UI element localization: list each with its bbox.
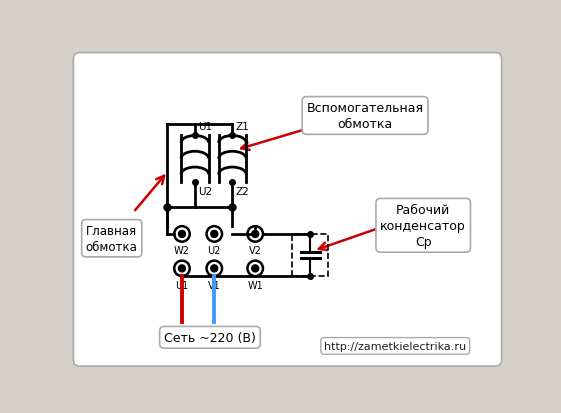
Circle shape [252, 265, 259, 272]
Circle shape [252, 231, 259, 238]
Text: Сеть ~220 (В): Сеть ~220 (В) [164, 331, 256, 344]
Text: W1: W1 [247, 280, 263, 290]
Circle shape [211, 265, 218, 272]
Text: W2: W2 [174, 245, 190, 256]
Circle shape [178, 231, 186, 238]
Circle shape [211, 231, 218, 238]
Text: U2: U2 [199, 186, 213, 196]
Text: Z1: Z1 [236, 122, 250, 132]
Text: U1: U1 [176, 280, 188, 290]
Text: http://zametkielectrika.ru: http://zametkielectrika.ru [324, 341, 466, 351]
Circle shape [178, 265, 186, 272]
Text: V2: V2 [249, 245, 261, 256]
Text: Z2: Z2 [236, 186, 250, 196]
Text: Главная
обмотка: Главная обмотка [86, 224, 137, 253]
Text: V1: V1 [208, 280, 220, 290]
Text: U2: U2 [208, 245, 221, 256]
Text: Рабочий
конденсатор
Ср: Рабочий конденсатор Ср [380, 203, 466, 248]
Text: U1: U1 [199, 122, 213, 132]
FancyBboxPatch shape [73, 53, 502, 366]
Text: Вспомогательная
обмотка: Вспомогательная обмотка [306, 102, 424, 131]
